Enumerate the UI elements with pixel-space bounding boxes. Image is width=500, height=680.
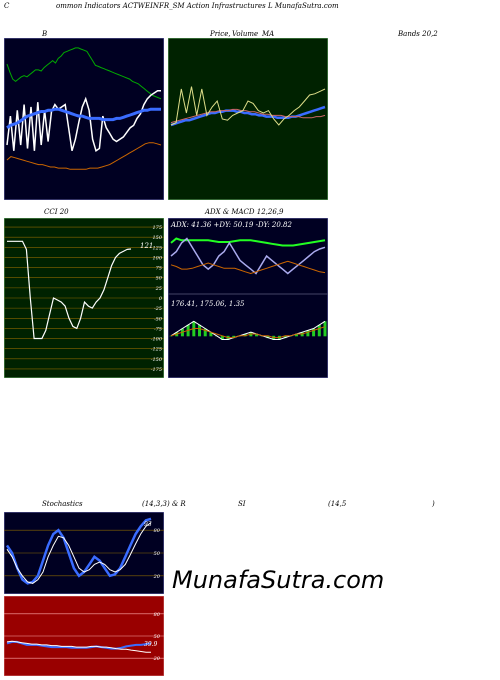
bb-label: B (42, 30, 48, 38)
adx-line (170, 237, 326, 247)
stoch-d-line (6, 522, 152, 584)
bb-lower-line (6, 142, 162, 170)
price-line (170, 86, 326, 126)
macd-histogram-bar (220, 335, 224, 340)
macd-histogram-bar (169, 335, 173, 337)
cci-tick-label: 75 (156, 266, 162, 272)
stochastics-label: Stochastics (42, 500, 83, 508)
bollinger-panel (4, 38, 164, 200)
macd-line (170, 320, 326, 340)
rsi-value-label: 39.9 (144, 641, 158, 648)
bb-middle-line (6, 107, 161, 129)
stoch-tick-label: 20 (153, 574, 161, 580)
adx-values-text: ADX: 41.36 +DY: 50.19 -DY: 20.82 (170, 221, 292, 229)
bb-price-line (6, 89, 161, 152)
macd-histogram-bar (294, 334, 298, 337)
adx-macd-panel: ADX: 41.36 +DY: 50.19 -DY: 20.82 176.41,… (168, 218, 328, 378)
price-ma-panel (168, 38, 328, 200)
cci-value-label: 121 (140, 242, 153, 250)
macd-histogram-bar (306, 330, 310, 337)
cci-tick-label: 0 (159, 296, 163, 302)
price-label: Price, (210, 30, 231, 38)
volume-label: Volume (232, 30, 259, 38)
rsi-tick-label: 20 (153, 656, 161, 662)
macd-histogram-bar (232, 335, 236, 339)
macd-histogram-bar (243, 334, 247, 337)
rsi-ma-line (6, 640, 151, 653)
macd-histogram-bar (312, 328, 316, 337)
rsi-tick-label: 50 (154, 634, 161, 640)
adx-label: ADX & MACD 12,26,9 (205, 208, 284, 216)
cci-tick-label: -50 (154, 316, 163, 322)
rsi-label: SI (238, 500, 246, 508)
stoch-value-label: 93 (144, 521, 152, 528)
bollinger-bg (4, 38, 164, 200)
cci-tick-label: -75 (154, 326, 162, 332)
macd-histogram-bar (255, 334, 259, 337)
cci-line (7, 240, 132, 340)
cci-tick-label: -100 (151, 337, 163, 343)
macd-histogram-bar (323, 321, 327, 337)
macd-histogram-bar (266, 335, 270, 339)
stoch-tick-label: 80 (154, 528, 161, 534)
cci-tick-label: 100 (152, 255, 162, 261)
cci-tick-label: -125 (151, 347, 162, 353)
rsi-params-label: (14,5 (328, 500, 347, 508)
bands-label: Bands 20,2 (398, 30, 438, 38)
stochastics-panel: 80 50 20 93 (4, 512, 164, 594)
cci-tick-label: 50 (156, 276, 163, 282)
stoch-tick-label: 50 (154, 551, 161, 557)
header-prefix: C (4, 2, 10, 10)
cci-tick-label: 125 (152, 245, 162, 251)
ma-label: MA (262, 30, 275, 38)
stochastics-params-label: (14,3,3) & R (142, 500, 186, 508)
bb-upper-line (6, 47, 162, 100)
macd-values-text: 176.41, 175.06, 1.35 (171, 300, 245, 308)
rsi-panel: 80 50 20 39.9 (4, 596, 164, 676)
adx-macd-bg (168, 218, 328, 378)
cci-tick-label: 25 (155, 286, 162, 292)
watermark: MunafaSutra.com (172, 566, 385, 594)
macd-histogram-bar (198, 324, 202, 337)
ma-long-line (170, 108, 326, 124)
rsi-close-label: ) (432, 500, 435, 508)
cci-tick-label: 150 (152, 235, 162, 241)
macd-histogram-bar (203, 328, 207, 337)
cci-tick-label: 175 (152, 225, 162, 231)
rsi-line (6, 640, 152, 650)
ma-short-line (170, 105, 326, 127)
macd-histogram-bar (283, 335, 287, 339)
cci-tick-label: -150 (151, 357, 163, 363)
rsi-tick-label: 80 (154, 612, 161, 618)
plus-di-line (170, 237, 326, 275)
page-title: ommon Indicators ACTWEINFR_SM Action Inf… (56, 2, 339, 10)
cci-tick-label: -175 (151, 367, 162, 373)
cci-panel: 175 150 125 100 75 50 25 0 -25 -50 -75 -100 -125 -150… (4, 218, 164, 378)
macd-histogram-bar (209, 332, 213, 337)
minus-di-line (170, 260, 326, 275)
cci-label: CCI 20 (44, 208, 69, 216)
macd-histogram-bar (317, 324, 321, 337)
macd-signal-line (170, 326, 326, 339)
cci-tick-label: -25 (154, 306, 162, 312)
